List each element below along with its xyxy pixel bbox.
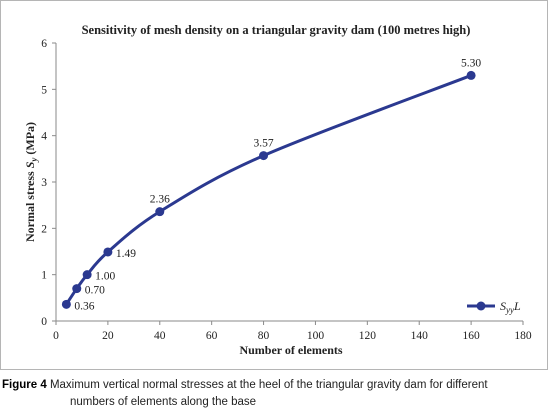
x-tick-label: 80: [258, 330, 270, 342]
x-ticks: 0 20 40 60 80 100 120 140 160 180: [53, 321, 532, 342]
legend-marker: [476, 301, 486, 311]
data-point: [82, 270, 92, 280]
y-tick-label: 1: [41, 270, 47, 282]
chart: Sensitivity of mesh density on a triangu…: [23, 23, 532, 357]
x-tick-label: 140: [411, 330, 429, 342]
y-tick-label: 5: [41, 84, 47, 96]
y-ticks: 0 1 2 3 4 5 6: [41, 38, 56, 328]
caption-text: Maximum vertical normal stresses at the …: [49, 379, 488, 391]
legend: SyyL: [467, 299, 521, 315]
caption-text-line2: numbers of elements along the base: [70, 396, 257, 408]
x-tick-label: 20: [102, 330, 114, 342]
x-tick-label: 0: [53, 330, 59, 342]
y-axis-label-prefix: Normal stress: [23, 168, 37, 242]
data-label: 1.49: [116, 248, 136, 260]
x-tick-label: 160: [462, 330, 480, 342]
data-point: [61, 299, 71, 309]
y-axis-label: Normal stress Sy (MPa): [23, 122, 39, 242]
data-label: 3.57: [253, 138, 273, 150]
data-labels: 0.36 0.70 1.001.49 2.36 3.57 5.30: [74, 57, 481, 312]
legend-label: SyyL: [500, 299, 521, 315]
data-label: 5.30: [461, 57, 481, 69]
series-layer: [61, 70, 476, 309]
data-point: [466, 70, 476, 80]
y-axis-label-suffix: (MPa): [23, 122, 37, 158]
data-label: 1.00: [95, 271, 115, 283]
data-label: 2.36: [150, 194, 170, 206]
data-point: [259, 151, 269, 161]
data-point: [103, 247, 113, 257]
svg-text:Normal stress Sy (MPa): Normal stress Sy (MPa): [23, 122, 39, 242]
x-tick-label: 40: [154, 330, 166, 342]
y-tick-label: 3: [41, 177, 47, 189]
x-axis-label: Number of elements: [239, 343, 342, 357]
data-label: 0.36: [74, 300, 94, 312]
data-point: [72, 284, 82, 294]
figure-caption: Figure 4 Maximum vertical normal stresse…: [2, 377, 547, 411]
y-tick-label: 0: [41, 316, 47, 328]
data-label: 0.70: [85, 285, 105, 297]
y-tick-label: 2: [41, 223, 47, 235]
x-tick-label: 60: [206, 330, 218, 342]
y-axis-label-symbol: S: [23, 161, 37, 168]
y-axis-label-subscript: y: [29, 157, 39, 163]
figure-frame: Sensitivity of mesh density on a triangu…: [0, 0, 548, 370]
data-point: [155, 207, 165, 217]
x-tick-label: 180: [514, 330, 532, 342]
y-tick-label: 6: [41, 38, 47, 50]
chart-title: Sensitivity of mesh density on a triangu…: [82, 23, 471, 37]
y-tick-label: 4: [41, 131, 47, 143]
x-tick-label: 100: [307, 330, 325, 342]
x-tick-label: 120: [359, 330, 377, 342]
caption-label: Figure 4: [2, 379, 47, 391]
series-line: [64, 73, 473, 306]
